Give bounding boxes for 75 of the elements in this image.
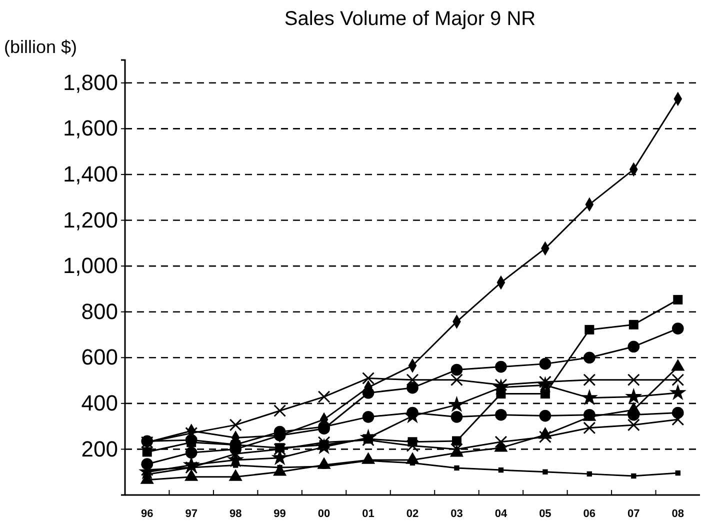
point — [140, 464, 154, 476]
y-tick-label: 600 — [81, 344, 118, 370]
y-tick-label: 800 — [81, 298, 118, 324]
point — [627, 418, 640, 432]
y-tick-label: 1,000 — [62, 253, 118, 278]
point — [580, 388, 598, 406]
point — [672, 322, 684, 334]
point — [539, 410, 552, 422]
point — [542, 469, 548, 474]
point — [495, 408, 507, 421]
x-tick-label: 07 — [628, 508, 640, 520]
x-tick-label: 96 — [140, 508, 154, 520]
x-tick-label: 04 — [494, 508, 508, 520]
x-tick-label: 08 — [672, 508, 684, 520]
point — [672, 374, 684, 386]
point — [185, 426, 198, 440]
point — [450, 364, 463, 376]
point — [362, 411, 374, 423]
x-tick-label: 98 — [229, 508, 242, 520]
point — [232, 462, 238, 468]
point — [628, 340, 640, 353]
point — [627, 374, 640, 386]
point — [536, 376, 554, 392]
y-tick-label: 1,200 — [62, 207, 118, 232]
point — [584, 324, 594, 334]
x-tick-label: 05 — [539, 508, 552, 520]
y-tick-label: 1,400 — [62, 162, 118, 187]
point — [362, 372, 374, 384]
point — [142, 447, 152, 457]
point — [498, 467, 504, 473]
point — [539, 358, 552, 370]
point — [586, 471, 592, 477]
point — [454, 465, 460, 471]
point — [229, 448, 242, 460]
point — [625, 388, 642, 404]
point — [495, 360, 507, 373]
y-tick-label: 1,600 — [62, 116, 118, 141]
chart-title: Sales Volume of Major 9 NR — [284, 8, 536, 30]
y-tick-label: 400 — [81, 390, 118, 416]
point — [494, 436, 508, 448]
y-axis-title: (billion $) — [4, 37, 78, 57]
point — [631, 473, 636, 479]
point — [406, 374, 419, 386]
x-tick-label: 99 — [274, 508, 286, 520]
x-tick-label: 01 — [362, 508, 374, 520]
point — [362, 386, 374, 399]
point — [450, 374, 463, 386]
point — [673, 294, 683, 304]
point — [538, 430, 552, 444]
point — [584, 352, 596, 364]
point — [452, 436, 462, 446]
x-tick-label: 97 — [185, 508, 198, 520]
point — [675, 470, 680, 476]
point — [669, 384, 686, 400]
point — [406, 382, 418, 394]
point — [583, 374, 596, 386]
x-tick-label: 00 — [318, 508, 330, 520]
x-tick-label: 03 — [450, 508, 463, 520]
point — [274, 404, 286, 417]
point — [448, 396, 466, 412]
point — [628, 320, 638, 330]
point — [583, 422, 596, 434]
point — [450, 442, 463, 456]
point — [406, 440, 419, 452]
x-tick-label: 06 — [583, 508, 596, 520]
x-tick-label: 02 — [406, 508, 419, 520]
y-tick-label: 1,800 — [62, 70, 118, 95]
point — [318, 390, 330, 404]
point — [672, 413, 684, 426]
point — [450, 411, 463, 423]
point — [274, 442, 286, 456]
point — [229, 418, 242, 432]
point — [492, 378, 510, 395]
y-tick-label: 200 — [81, 436, 118, 462]
point — [185, 446, 198, 459]
